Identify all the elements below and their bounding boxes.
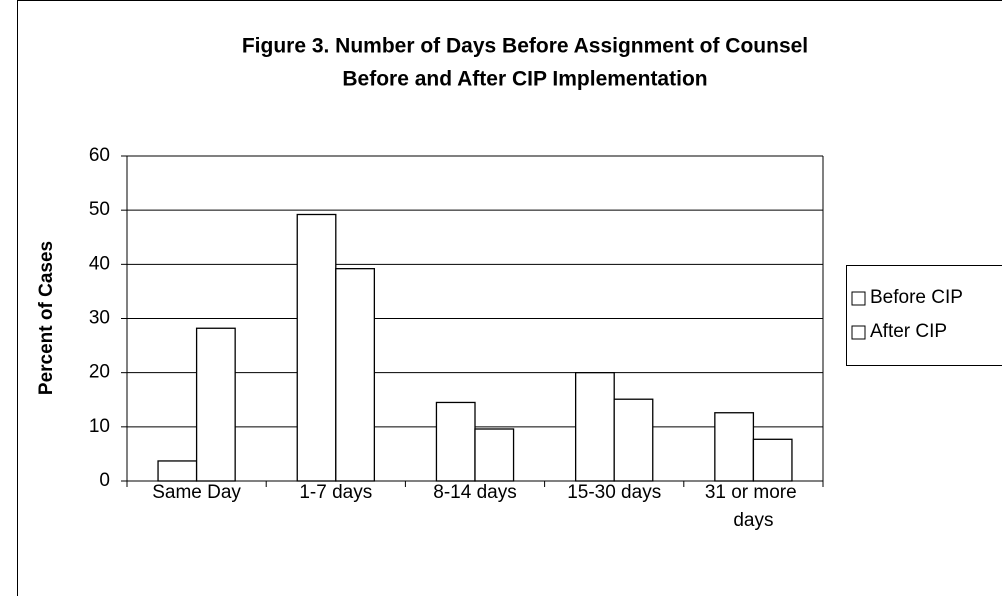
x-tick-label: 31 or more days [705, 482, 802, 531]
chart-title: Figure 3. Number of Days Before Assignme… [242, 35, 808, 58]
bar [574, 372, 615, 482]
legend-swatch [851, 291, 866, 306]
y-tick-label: 50 [89, 199, 110, 220]
bar [335, 268, 376, 482]
bar [195, 327, 236, 482]
x-tick-label: 8-14 days [433, 482, 516, 503]
bar [435, 401, 476, 482]
bar [474, 428, 515, 482]
y-tick-label: 60 [89, 145, 110, 166]
bar [714, 412, 755, 482]
y-tick-label: 30 [89, 308, 110, 329]
legend [846, 265, 1002, 366]
y-axis-label: Percent of Cases [36, 241, 57, 395]
legend-swatch [851, 325, 866, 340]
legend-label: After CIP [870, 321, 947, 342]
bar [157, 460, 198, 482]
y-tick-label: 40 [89, 253, 110, 274]
y-tick-label: 0 [99, 470, 110, 491]
legend-label: Before CIP [870, 287, 963, 308]
x-tick-label: 15-30 days [567, 482, 661, 503]
bar [752, 438, 793, 482]
bar [613, 398, 654, 482]
y-tick-label: 20 [89, 362, 110, 383]
x-tick-label: 1-7 days [299, 482, 372, 503]
y-tick-label: 10 [89, 416, 110, 437]
bar [296, 213, 337, 482]
chart-frame [17, 0, 1002, 596]
chart-title: Before and After CIP Implementation [342, 68, 707, 91]
x-tick-label: Same Day [152, 482, 241, 503]
